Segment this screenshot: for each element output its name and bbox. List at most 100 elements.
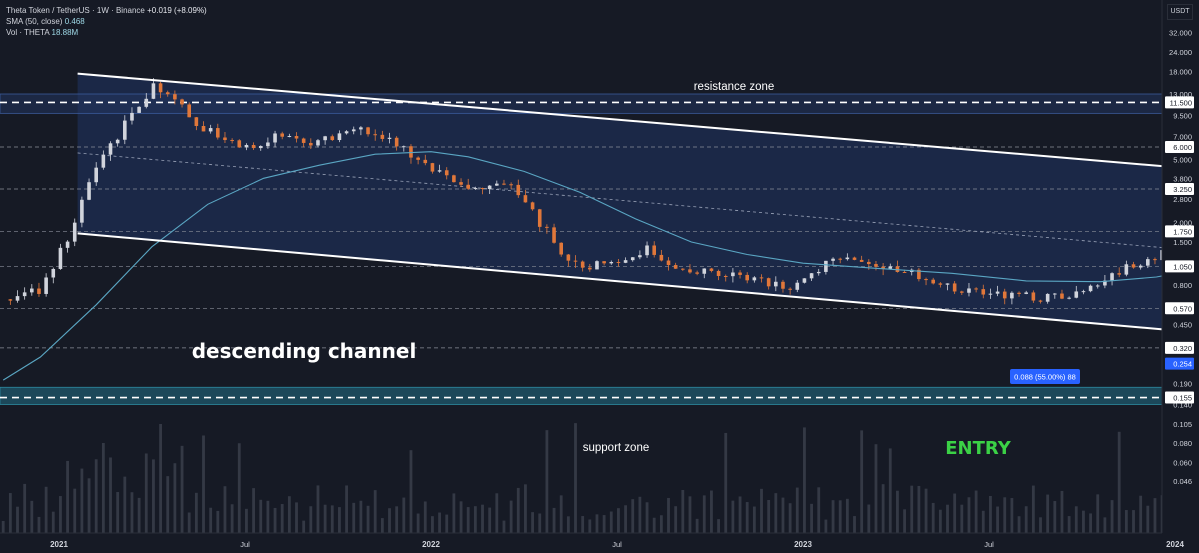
candle-body[interactable]	[194, 117, 199, 126]
symbol-row[interactable]: Theta Token / TetherUS · 1W · Binance +0…	[6, 5, 207, 16]
candle-body[interactable]	[330, 136, 335, 141]
candle-body[interactable]	[602, 261, 606, 264]
candle-body[interactable]	[917, 269, 921, 280]
candle-body[interactable]	[1067, 297, 1071, 299]
candle-body[interactable]	[824, 260, 828, 272]
candle-body[interactable]	[108, 143, 113, 155]
candle-body[interactable]	[509, 184, 513, 186]
candle-body[interactable]	[809, 273, 814, 279]
candle-body[interactable]	[938, 283, 943, 285]
candle-body[interactable]	[30, 288, 34, 293]
candle-body[interactable]	[294, 136, 299, 139]
candle-body[interactable]	[337, 133, 342, 141]
candle-body[interactable]	[981, 289, 986, 295]
channel-lower-line[interactable]	[77, 232, 1199, 421]
candle-body[interactable]	[1074, 291, 1079, 298]
candle-body[interactable]	[144, 98, 149, 107]
candle-body[interactable]	[859, 259, 864, 262]
candle-body[interactable]	[495, 183, 499, 186]
candle-body[interactable]	[723, 275, 728, 277]
candle-body[interactable]	[731, 272, 735, 277]
candle-body[interactable]	[373, 134, 377, 136]
candle-body[interactable]	[208, 128, 213, 132]
candle-body[interactable]	[237, 140, 242, 148]
candle-body[interactable]	[681, 268, 685, 270]
candle-body[interactable]	[37, 288, 41, 294]
candle-body[interactable]	[387, 137, 392, 139]
candle-body[interactable]	[831, 258, 835, 261]
candle-body[interactable]	[960, 291, 964, 293]
candle-body[interactable]	[51, 268, 56, 278]
candle-body[interactable]	[795, 282, 800, 290]
candle-body[interactable]	[881, 266, 885, 269]
candle-body[interactable]	[180, 99, 184, 105]
candle-body[interactable]	[65, 241, 70, 248]
candle-body[interactable]	[781, 281, 785, 289]
candle-body[interactable]	[745, 274, 749, 281]
candle-body[interactable]	[688, 269, 692, 273]
candle-body[interactable]	[452, 175, 456, 183]
candle-body[interactable]	[702, 268, 707, 274]
volume-row[interactable]: Vol · THETA 18.88M	[6, 27, 207, 38]
candle-body[interactable]	[230, 140, 234, 142]
candle-body[interactable]	[974, 288, 978, 290]
candle-body[interactable]	[530, 202, 535, 210]
candle-body[interactable]	[852, 257, 857, 260]
candle-body[interactable]	[537, 209, 542, 227]
candle-body[interactable]	[158, 83, 163, 93]
candle-body[interactable]	[216, 128, 220, 138]
candle-body[interactable]	[1002, 291, 1007, 299]
candle-body[interactable]	[359, 127, 363, 130]
candle-body[interactable]	[945, 283, 950, 285]
candle-body[interactable]	[44, 277, 48, 294]
channel-upper-line[interactable]	[77, 72, 1199, 255]
candle-body[interactable]	[516, 184, 521, 196]
candle-body[interactable]	[967, 288, 971, 293]
candle-body[interactable]	[545, 226, 549, 228]
candle-body[interactable]	[580, 261, 585, 268]
candle-body[interactable]	[523, 195, 528, 203]
candle-body[interactable]	[952, 283, 957, 292]
candle-body[interactable]	[251, 144, 256, 149]
candle-body[interactable]	[137, 106, 141, 113]
candle-body[interactable]	[709, 268, 714, 271]
candle-body[interactable]	[695, 272, 699, 274]
candle-body[interactable]	[72, 222, 77, 242]
candle-body[interactable]	[774, 281, 778, 287]
candle-body[interactable]	[1095, 285, 1100, 287]
symbol-title[interactable]: Theta Token / TetherUS · 1W · Binance	[6, 6, 145, 15]
candle-body[interactable]	[1110, 273, 1114, 281]
candle-body[interactable]	[151, 83, 156, 99]
candle-body[interactable]	[788, 288, 792, 290]
candle-body[interactable]	[995, 291, 1000, 294]
candle-body[interactable]	[430, 163, 435, 172]
candle-body[interactable]	[902, 271, 907, 273]
candle-body[interactable]	[466, 184, 470, 189]
candle-body[interactable]	[223, 137, 227, 141]
candle-body[interactable]	[22, 292, 27, 297]
candle-body[interactable]	[87, 182, 91, 200]
candle-body[interactable]	[309, 142, 313, 146]
candle-body[interactable]	[802, 278, 807, 283]
candle-body[interactable]	[366, 127, 370, 135]
candle-body[interactable]	[874, 264, 878, 267]
candle-body[interactable]	[1131, 264, 1136, 268]
candle-body[interactable]	[623, 260, 628, 263]
candle-body[interactable]	[123, 120, 127, 140]
candle-body[interactable]	[738, 272, 742, 275]
candle-body[interactable]	[924, 279, 928, 281]
candle-body[interactable]	[666, 260, 671, 266]
candle-body[interactable]	[888, 266, 893, 269]
candle-body[interactable]	[416, 157, 420, 160]
candle-body[interactable]	[502, 183, 506, 185]
candle-body[interactable]	[473, 188, 478, 190]
candle-body[interactable]	[988, 293, 993, 295]
candle-body[interactable]	[301, 138, 306, 143]
candle-body[interactable]	[845, 257, 850, 260]
candle-body[interactable]	[187, 104, 191, 118]
candle-body[interactable]	[115, 139, 120, 144]
candle-body[interactable]	[201, 125, 206, 132]
candle-body[interactable]	[552, 227, 556, 243]
candle-body[interactable]	[645, 245, 649, 256]
